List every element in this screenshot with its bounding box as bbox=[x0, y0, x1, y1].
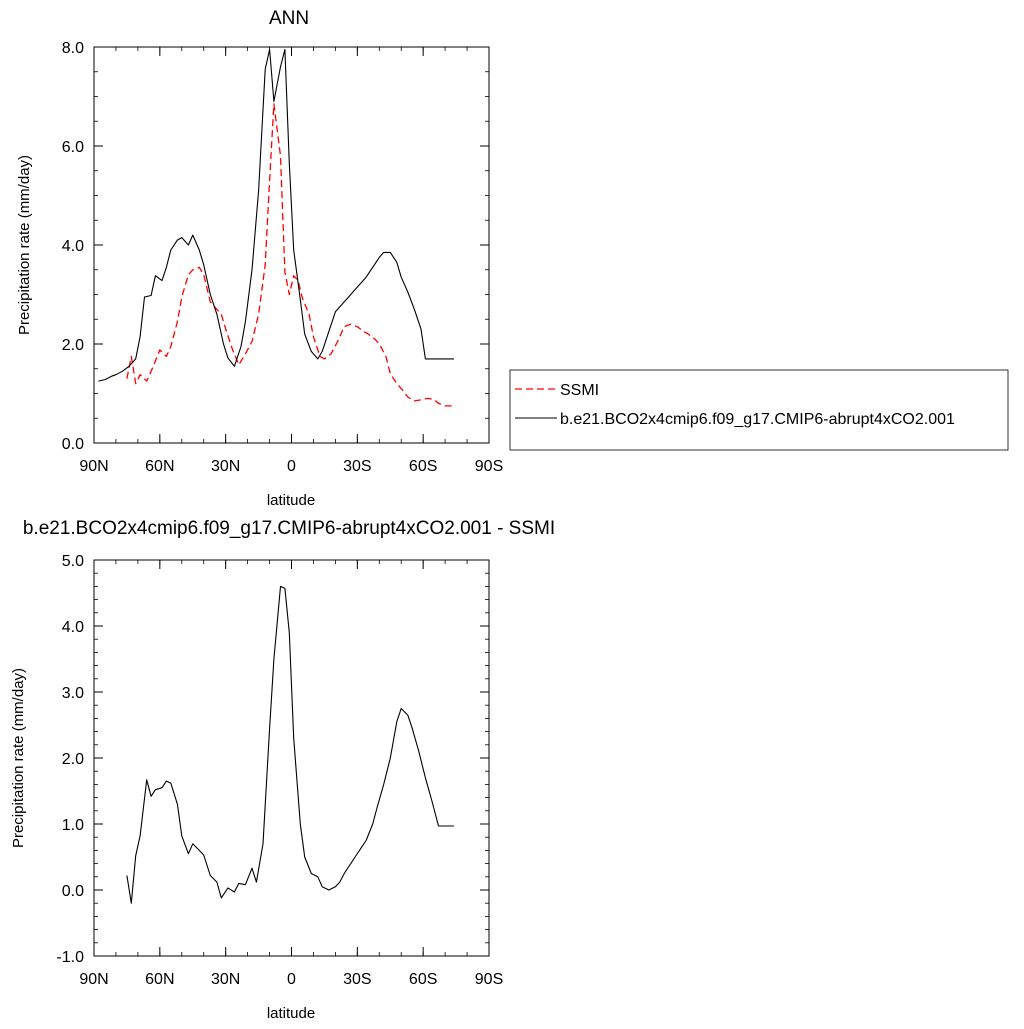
y-tick-label: 3.0 bbox=[62, 685, 84, 702]
x-tick-label: 30N bbox=[211, 971, 240, 988]
top-plot-frame bbox=[93, 46, 490, 444]
legend-label-model: b.e21.BCO2x4cmip6.f09_g17.CMIP6-abrupt4x… bbox=[560, 411, 955, 428]
x-tick-label: 60S bbox=[409, 971, 437, 988]
legend: SSMI b.e21.BCO2x4cmip6.f09_g17.CMIP6-abr… bbox=[509, 369, 1009, 451]
x-tick-label: 30N bbox=[211, 458, 240, 475]
top-panel: ANN 90N 60N 30N 0 30S 60S 90S 0.02.04.06.08.0 … bbox=[16, 8, 503, 509]
y-tick-label: 5.0 bbox=[62, 553, 84, 570]
y-tick-label: 2.0 bbox=[62, 337, 84, 354]
top-minor-ticks bbox=[93, 46, 490, 444]
x-tick-label: 0 bbox=[287, 458, 296, 475]
bottom-series-group bbox=[126, 585, 454, 904]
y-tick-label: 2.0 bbox=[62, 751, 84, 768]
top-x-axis-label: latitude bbox=[267, 492, 315, 509]
bottom-plot-frame bbox=[93, 559, 490, 957]
y-tick-label: 6.0 bbox=[62, 139, 84, 156]
top-y-axis-label: Precipitation rate (mm/day) bbox=[16, 155, 33, 335]
x-tick-label: 0 bbox=[287, 971, 296, 988]
x-tick-label: 60N bbox=[145, 458, 174, 475]
y-tick-label: 4.0 bbox=[62, 619, 84, 636]
bottom-y-axis: -1.0 0.0 1.0 2.0 3.0 4.0 5.0 bbox=[56, 553, 489, 966]
y-tick-label: 4.0 bbox=[62, 238, 84, 255]
top-y-axis: 0.0 2.0 4.0 6.0 8.0 bbox=[62, 40, 489, 453]
x-tick-label: 90S bbox=[475, 971, 503, 988]
x-tick-label: 30S bbox=[343, 458, 371, 475]
top-chart-title: ANN bbox=[269, 8, 309, 29]
bottom-panel: b.e21.BCO2x4cmip6.f09_g17.CMIP6-abrupt4x… bbox=[10, 518, 555, 1022]
y-tick-label: 1.0 bbox=[62, 817, 84, 834]
x-tick-label: 30S bbox=[343, 971, 371, 988]
bottom-x-axis: 90N 60N 30N 0 30S 60S 90S bbox=[79, 560, 503, 988]
y-tick-label: 8.0 bbox=[62, 40, 84, 57]
bottom-chart-title: b.e21.BCO2x4cmip6.f09_g17.CMIP6-abrupt4x… bbox=[23, 518, 555, 539]
legend-box bbox=[509, 369, 1009, 451]
y-tick-label: -1.0 bbox=[56, 949, 84, 966]
x-tick-label: 60N bbox=[145, 971, 174, 988]
top-series-line-ssmi bbox=[126, 103, 454, 407]
x-tick-label: 90S bbox=[475, 458, 503, 475]
top-series-line-b-e21-bco2x4cmip6-f09-g1 bbox=[98, 48, 454, 382]
y-tick-label: 0.0 bbox=[62, 883, 84, 900]
legend-label-ssmi: SSMI bbox=[560, 382, 599, 399]
x-tick-label: 90N bbox=[79, 971, 108, 988]
bottom-minor-ticks bbox=[93, 559, 490, 957]
bottom-y-axis-label: Precipitation rate (mm/day) bbox=[10, 668, 27, 848]
bottom-series-line-difference bbox=[126, 585, 454, 904]
bottom-x-axis-label: latitude bbox=[267, 1005, 315, 1022]
x-tick-label: 60S bbox=[409, 458, 437, 475]
x-tick-label: 90N bbox=[79, 458, 108, 475]
top-x-axis: 90N 60N 30N 0 30S 60S 90S bbox=[79, 47, 503, 475]
top-series-group bbox=[98, 48, 454, 407]
y-tick-label: 0.0 bbox=[62, 436, 84, 453]
